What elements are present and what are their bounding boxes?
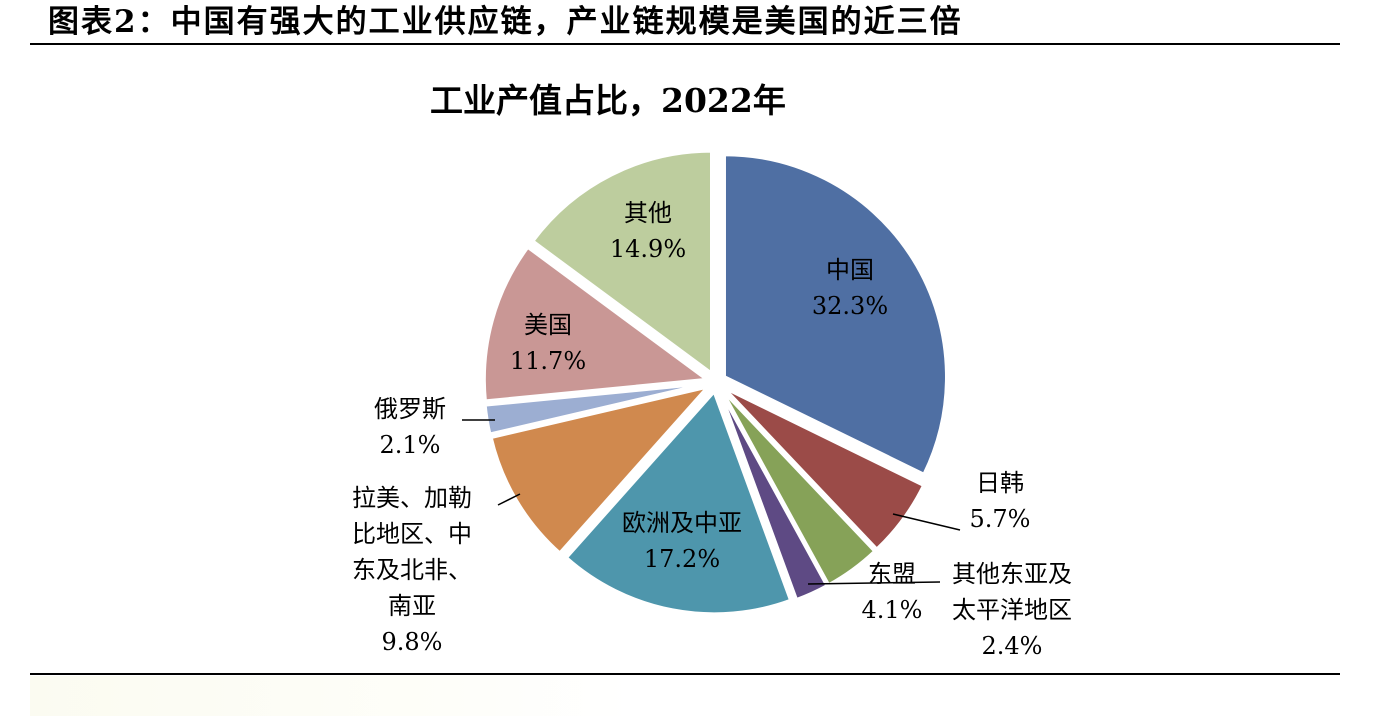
slice-name-other: 其他 xyxy=(624,199,672,227)
slice-label-japan-korea: 日韩 5.7% xyxy=(970,469,1031,533)
slice-name-latam-mena-sa: 拉美、加勒 xyxy=(352,484,472,512)
slice-name-other-east-asia-pacific: 太平洋地区 xyxy=(952,596,1072,624)
slice-value-russia: 2.1% xyxy=(380,431,441,459)
slice-label-china: 中国 32.3% xyxy=(812,256,888,320)
slice-label-other: 其他 14.9% xyxy=(610,199,686,263)
pie-slice-latam-mena-sa xyxy=(489,384,712,556)
pie-slice-asean xyxy=(720,389,877,587)
slice-value-europe-central-asia: 17.2% xyxy=(644,545,720,573)
pie-slice-other-east-asia-pacific xyxy=(718,390,829,602)
slice-name-europe-central-asia: 欧洲及中亚 xyxy=(622,509,742,537)
leader-lines xyxy=(462,419,961,585)
pie-slice-china xyxy=(722,153,948,477)
slice-label-latam-mena-sa: 拉美、加勒比地区、中东及北非、南亚 9.8% xyxy=(352,484,472,656)
pie-slices xyxy=(482,149,948,616)
slice-value-china: 32.3% xyxy=(812,292,888,320)
slice-name-usa: 美国 xyxy=(524,311,572,339)
slice-name-china: 中国 xyxy=(826,256,874,284)
pie-slice-japan-korea xyxy=(722,386,926,552)
slice-label-other-east-asia-pacific: 其他东亚及太平洋地区 2.4% xyxy=(952,560,1072,660)
slice-label-europe-central-asia: 欧洲及中亚 17.2% xyxy=(622,509,742,573)
slice-value-japan-korea: 5.7% xyxy=(970,505,1031,533)
slice-value-latam-mena-sa: 9.8% xyxy=(382,628,443,656)
figure-title: 图表2：中国有强大的工业供应链，产业链规模是美国的近三倍 xyxy=(48,4,963,40)
slice-label-usa: 美国 11.7% xyxy=(510,311,586,375)
chart-title: 工业产值占比，2022年 xyxy=(430,81,786,120)
footer-shade xyxy=(30,676,630,716)
slice-name-latam-mena-sa: 南亚 xyxy=(388,592,436,620)
top-rule xyxy=(30,43,1340,45)
bottom-rule xyxy=(30,673,1340,675)
leader-line-japan-korea xyxy=(892,513,961,531)
slice-label-russia: 俄罗斯 2.1% xyxy=(374,395,446,459)
slice-name-other-east-asia-pacific: 其他东亚及 xyxy=(952,560,1072,588)
leader-line-latam-mena-sa xyxy=(497,493,521,506)
slice-name-asean: 东盟 xyxy=(868,560,916,588)
slice-value-usa: 11.7% xyxy=(510,347,586,375)
pie-slice-europe-central-asia xyxy=(564,388,793,616)
slice-name-russia: 俄罗斯 xyxy=(374,395,446,423)
slice-name-latam-mena-sa: 东及北非、 xyxy=(352,556,472,584)
slice-name-latam-mena-sa: 比地区、中 xyxy=(352,520,472,548)
slice-value-other-east-asia-pacific: 2.4% xyxy=(982,632,1043,660)
slice-value-other: 14.9% xyxy=(610,235,686,263)
slice-label-asean: 东盟 4.1% xyxy=(862,560,923,624)
pie-slice-other xyxy=(530,149,713,377)
leader-line-other-east-asia-pacific xyxy=(807,581,941,585)
pie-slice-usa xyxy=(482,245,711,403)
slice-labels: 中国 32.3% 日韩 5.7% 东盟 4.1% 其他东亚及太平洋地区 2.4% 欧洲及中亚 17… xyxy=(352,199,1072,660)
slice-value-asean: 4.1% xyxy=(862,596,923,624)
slice-name-japan-korea: 日韩 xyxy=(976,469,1024,497)
